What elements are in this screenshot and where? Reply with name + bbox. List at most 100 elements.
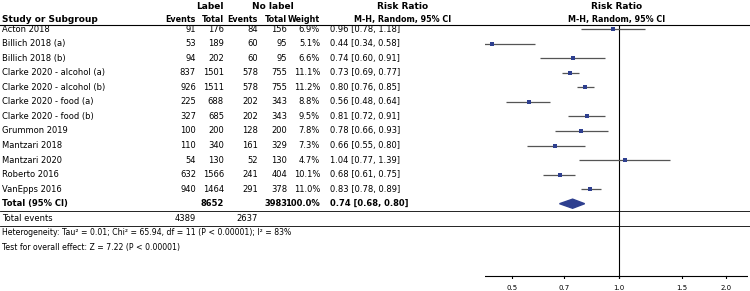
Text: 327: 327 [180, 112, 196, 121]
Text: 329: 329 [272, 141, 287, 150]
Text: Total: Total [265, 15, 287, 24]
Text: 4389: 4389 [175, 214, 196, 223]
Text: 2637: 2637 [237, 214, 258, 223]
Text: VanEpps 2016: VanEpps 2016 [2, 185, 62, 194]
Text: Risk Ratio: Risk Ratio [591, 2, 642, 11]
Text: 1.0: 1.0 [614, 285, 625, 291]
Text: No label: No label [251, 2, 293, 11]
Text: 0.74 [0.60, 0.91]: 0.74 [0.60, 0.91] [330, 54, 400, 63]
Text: Events: Events [166, 15, 196, 24]
Text: 1.5: 1.5 [676, 285, 688, 291]
Text: 225: 225 [180, 97, 196, 106]
Text: 161: 161 [242, 141, 258, 150]
Text: 0.7: 0.7 [559, 285, 570, 291]
Text: 100: 100 [180, 127, 196, 135]
Text: 1.04 [0.77, 1.39]: 1.04 [0.77, 1.39] [330, 156, 400, 164]
Text: 60: 60 [248, 39, 258, 48]
Text: Clarke 2020 - food (a): Clarke 2020 - food (a) [2, 97, 94, 106]
Text: Roberto 2016: Roberto 2016 [2, 170, 58, 179]
Text: Heterogeneity: Tau² = 0.01; Chi² = 65.94, df = 11 (P < 0.00001); I² = 83%: Heterogeneity: Tau² = 0.01; Chi² = 65.94… [2, 228, 291, 237]
Text: Total events: Total events [2, 214, 52, 223]
Text: 0.73 [0.69, 0.77]: 0.73 [0.69, 0.77] [330, 68, 400, 77]
Text: 100.0%: 100.0% [285, 199, 320, 208]
Text: 11.1%: 11.1% [294, 68, 320, 77]
Text: 110: 110 [180, 141, 196, 150]
Text: 130: 130 [208, 156, 224, 164]
Text: Mantzari 2018: Mantzari 2018 [2, 141, 62, 150]
Text: 0.5: 0.5 [506, 285, 518, 291]
Text: 0.96 [0.78, 1.18]: 0.96 [0.78, 1.18] [330, 25, 400, 33]
Text: 202: 202 [242, 97, 258, 106]
Text: 1464: 1464 [202, 185, 224, 194]
Text: 156: 156 [272, 25, 287, 33]
Text: Clarke 2020 - food (b): Clarke 2020 - food (b) [2, 112, 94, 121]
Text: 632: 632 [180, 170, 196, 179]
Text: 202: 202 [209, 54, 224, 63]
Text: 0.80 [0.76, 0.85]: 0.80 [0.76, 0.85] [330, 83, 400, 92]
Text: 176: 176 [208, 25, 224, 33]
Text: 343: 343 [271, 97, 287, 106]
Text: Billich 2018 (b): Billich 2018 (b) [2, 54, 66, 63]
Text: 0.44 [0.34, 0.58]: 0.44 [0.34, 0.58] [330, 39, 400, 48]
Text: 10.1%: 10.1% [294, 170, 320, 179]
Text: 95: 95 [277, 54, 287, 63]
Text: 0.56 [0.48, 0.64]: 0.56 [0.48, 0.64] [330, 97, 400, 106]
Text: 11.0%: 11.0% [294, 185, 320, 194]
Text: M-H, Random, 95% CI: M-H, Random, 95% CI [354, 15, 452, 24]
Text: 200: 200 [209, 127, 224, 135]
Text: 0.74 [0.68, 0.80]: 0.74 [0.68, 0.80] [330, 199, 409, 208]
Text: 755: 755 [272, 68, 287, 77]
Text: 6.6%: 6.6% [298, 54, 320, 63]
Text: 7.8%: 7.8% [298, 127, 320, 135]
Text: Events: Events [228, 15, 258, 24]
Text: 11.2%: 11.2% [294, 83, 320, 92]
Text: 755: 755 [272, 83, 287, 92]
Text: 84: 84 [248, 25, 258, 33]
Text: 8.8%: 8.8% [298, 97, 320, 106]
Text: 404: 404 [272, 170, 287, 179]
Text: 1501: 1501 [203, 68, 224, 77]
Text: 340: 340 [208, 141, 224, 150]
Text: 837: 837 [180, 68, 196, 77]
Text: 0.68 [0.61, 0.75]: 0.68 [0.61, 0.75] [330, 170, 400, 179]
Text: 378: 378 [271, 185, 287, 194]
Text: 926: 926 [180, 83, 196, 92]
Text: Billich 2018 (a): Billich 2018 (a) [2, 39, 65, 48]
Text: 241: 241 [242, 170, 258, 179]
Text: 91: 91 [185, 25, 196, 33]
Text: 94: 94 [185, 54, 196, 63]
Text: 1511: 1511 [203, 83, 224, 92]
Text: Label: Label [196, 2, 223, 11]
Text: M-H, Random, 95% CI: M-H, Random, 95% CI [568, 15, 665, 24]
Text: Mantzari 2020: Mantzari 2020 [2, 156, 62, 164]
Text: 1566: 1566 [202, 170, 224, 179]
Text: 578: 578 [242, 83, 258, 92]
Text: 0.81 [0.72, 0.91]: 0.81 [0.72, 0.91] [330, 112, 400, 121]
Text: 60: 60 [248, 54, 258, 63]
Text: 7.3%: 7.3% [298, 141, 320, 150]
Text: Test for overall effect: Z = 7.22 (P < 0.00001): Test for overall effect: Z = 7.22 (P < 0… [2, 243, 180, 252]
Text: 688: 688 [208, 97, 224, 106]
Text: Total (95% CI): Total (95% CI) [2, 199, 68, 208]
Text: 3983: 3983 [264, 199, 287, 208]
Text: Study or Subgroup: Study or Subgroup [2, 15, 98, 24]
Text: 940: 940 [180, 185, 196, 194]
Text: 685: 685 [208, 112, 224, 121]
Text: Clarke 2020 - alcohol (b): Clarke 2020 - alcohol (b) [2, 83, 105, 92]
Text: 202: 202 [242, 112, 258, 121]
Text: 95: 95 [277, 39, 287, 48]
Text: 9.5%: 9.5% [298, 112, 320, 121]
Text: 5.1%: 5.1% [298, 39, 320, 48]
Text: 128: 128 [242, 127, 258, 135]
Text: Clarke 2020 - alcohol (a): Clarke 2020 - alcohol (a) [2, 68, 105, 77]
Text: 8652: 8652 [201, 199, 224, 208]
Text: Weight: Weight [288, 15, 320, 24]
Text: 189: 189 [208, 39, 224, 48]
Text: Risk Ratio: Risk Ratio [377, 2, 428, 11]
Text: 54: 54 [185, 156, 196, 164]
Text: 578: 578 [242, 68, 258, 77]
Text: 0.78 [0.66, 0.93]: 0.78 [0.66, 0.93] [330, 127, 400, 135]
Text: 291: 291 [242, 185, 258, 194]
Polygon shape [560, 199, 585, 208]
Text: 6.9%: 6.9% [298, 25, 320, 33]
